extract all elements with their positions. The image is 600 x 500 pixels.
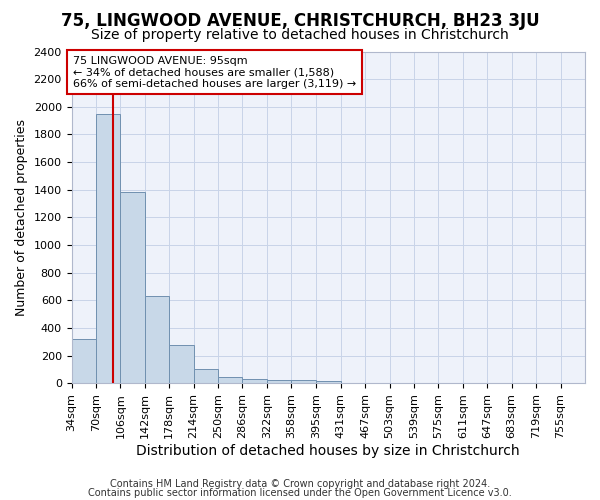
Bar (291, 380, 316, 383)
Bar (194, 370, 218, 383)
X-axis label: Distribution of detached houses by size in Christchurch: Distribution of detached houses by size … (136, 444, 520, 458)
Text: Size of property relative to detached houses in Christchurch: Size of property relative to detached ho… (91, 28, 509, 42)
Text: Contains public sector information licensed under the Open Government Licence v3: Contains public sector information licen… (88, 488, 512, 498)
Bar (267, 380, 291, 383)
Bar (242, 379, 267, 383)
Text: Contains HM Land Registry data © Crown copyright and database right 2024.: Contains HM Land Registry data © Crown c… (110, 479, 490, 489)
Bar (316, 381, 341, 383)
Bar (169, 344, 194, 383)
Bar (145, 296, 169, 383)
Bar (96, 114, 121, 383)
Text: 75 LINGWOOD AVENUE: 95sqm
← 34% of detached houses are smaller (1,588)
66% of se: 75 LINGWOOD AVENUE: 95sqm ← 34% of detac… (73, 56, 356, 89)
Y-axis label: Number of detached properties: Number of detached properties (15, 119, 28, 316)
Bar (71, 339, 96, 383)
Text: 75, LINGWOOD AVENUE, CHRISTCHURCH, BH23 3JU: 75, LINGWOOD AVENUE, CHRISTCHURCH, BH23 … (61, 12, 539, 30)
Bar (121, 192, 145, 383)
Bar (218, 377, 242, 383)
